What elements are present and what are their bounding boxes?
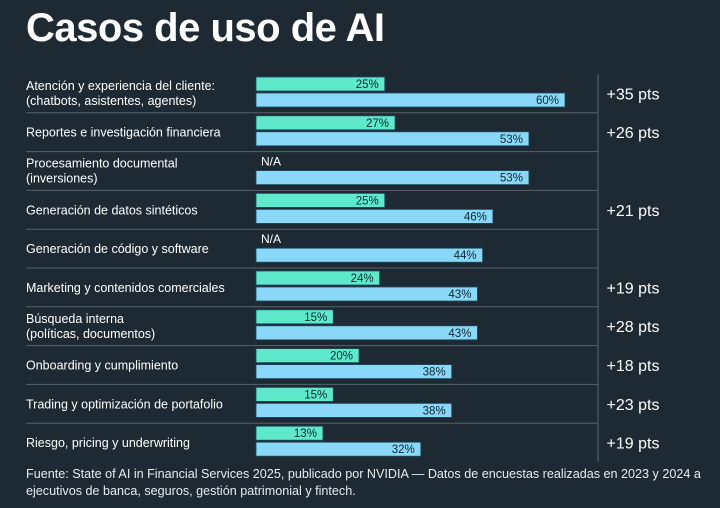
bar xyxy=(255,425,324,441)
bar-value-label: 25% xyxy=(356,195,379,207)
missing-value-label: N/A xyxy=(261,155,281,169)
bar xyxy=(255,325,478,341)
bar xyxy=(255,192,386,208)
bar xyxy=(255,270,380,286)
bar-value-label: 20% xyxy=(330,351,353,363)
bar xyxy=(255,309,334,325)
bar-value-label: 38% xyxy=(423,405,446,417)
change-label: +35 pts xyxy=(607,86,660,103)
bar xyxy=(255,441,422,457)
bar xyxy=(255,386,334,402)
bar xyxy=(255,247,484,263)
change-label: +21 pts xyxy=(607,203,660,220)
change-label: +19 pts xyxy=(607,280,660,297)
bar xyxy=(255,76,386,92)
change-label: +26 pts xyxy=(607,125,660,142)
change-label: +18 pts xyxy=(607,358,660,375)
change-label: +28 pts xyxy=(607,319,660,336)
bar xyxy=(255,348,360,364)
change-label: +19 pts xyxy=(607,436,660,453)
missing-value-label: N/A xyxy=(261,232,281,246)
category-label: Reportes e investigación financiera xyxy=(26,126,221,140)
bar-value-label: 15% xyxy=(304,389,327,401)
category-label: Atención y experiencia del cliente: (chat… xyxy=(26,79,215,108)
bar xyxy=(255,92,566,108)
bar xyxy=(255,115,396,131)
category-label: Marketing y contenidos comerciales xyxy=(26,281,225,295)
bar-value-label: 44% xyxy=(454,250,477,262)
bar-value-label: 13% xyxy=(294,428,317,440)
bar-value-label: 43% xyxy=(448,289,471,301)
category-label: Generación de datos sintéticos xyxy=(26,203,198,217)
category-label: Generación de código y software xyxy=(26,242,209,256)
bar-value-label: 24% xyxy=(351,273,374,285)
bar-value-label: 27% xyxy=(366,118,389,130)
source-note: Fuente: State of AI in Financial Service… xyxy=(26,467,701,498)
bar xyxy=(255,208,494,224)
change-label: +23 pts xyxy=(607,397,660,414)
bar-value-label: 53% xyxy=(500,134,523,146)
bar xyxy=(255,286,478,302)
bar xyxy=(255,170,530,186)
bar-value-label: 32% xyxy=(392,444,415,456)
bar-value-label: 38% xyxy=(423,367,446,379)
bar xyxy=(255,402,453,418)
bar-value-label: 46% xyxy=(464,211,487,223)
bar-value-label: 25% xyxy=(356,79,379,91)
category-label: Procesamiento documental (inversiones) xyxy=(26,157,177,186)
bar-value-label: 15% xyxy=(304,312,327,324)
bar-value-label: 53% xyxy=(500,173,523,185)
bar-chart: Atención y experiencia del cliente: (chat… xyxy=(26,74,660,462)
category-label: Riesgo, pricing y underwriting xyxy=(26,436,190,450)
category-label: Trading y optimización de portafolio xyxy=(26,397,223,411)
chart-title: Casos de uso de AI xyxy=(26,6,385,50)
bar-value-label: 60% xyxy=(536,95,559,107)
bar-value-label: 43% xyxy=(448,328,471,340)
bar xyxy=(255,131,530,147)
bar xyxy=(255,364,453,380)
category-label: Búsqueda interna (políticas, documentos) xyxy=(26,312,155,341)
category-label: Onboarding y cumplimiento xyxy=(26,359,178,373)
